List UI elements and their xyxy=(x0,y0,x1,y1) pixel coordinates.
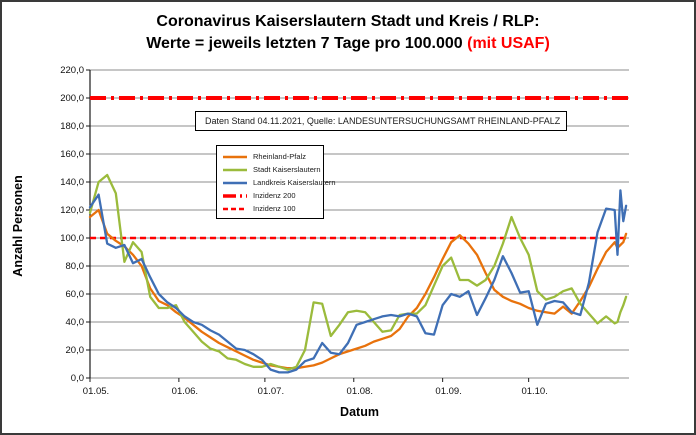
legend-item-rheinland-pfalz: Rheinland-Pfalz xyxy=(222,150,320,163)
legend-line-swatch xyxy=(223,207,247,210)
series-line-rheinland-pfalz xyxy=(88,208,628,370)
chart-title: Coronavirus Kaiserslautern Stadt und Kre… xyxy=(2,11,694,55)
legend-item-stadt-kaiserslautern: Stadt Kaiserslautern xyxy=(222,163,321,176)
chart-subtitle-text: Werte = jeweils letzten 7 Tage pro 100.0… xyxy=(146,35,468,52)
y-tick-label: 40,0 xyxy=(66,317,85,328)
x-tick-label: 01.05. xyxy=(83,386,109,397)
legend-label: Inzidenz 100 xyxy=(253,204,296,213)
series-line-stadt-kaiserslautern xyxy=(88,173,628,371)
legend-line-swatch xyxy=(223,193,247,198)
y-tick-label: 200,0 xyxy=(60,93,84,104)
legend-line-swatch xyxy=(223,168,247,171)
y-tick-label: 20,0 xyxy=(66,345,85,356)
legend-label: Rheinland-Pfalz xyxy=(253,152,306,161)
y-tick-label: 220,0 xyxy=(60,65,84,76)
y-tick-label: 100,0 xyxy=(60,233,84,244)
y-tick-label: 80,0 xyxy=(66,261,85,272)
data-source-box: Daten Stand 04.11.2021, Quelle: LANDESUN… xyxy=(195,111,567,131)
y-tick-label: 140,0 xyxy=(60,177,84,188)
x-tick-label: 01.06. xyxy=(172,386,198,397)
y-tick-label: 0,0 xyxy=(71,373,84,384)
x-tick-label: 01.07. xyxy=(258,386,284,397)
y-tick-label: 60,0 xyxy=(66,289,85,300)
chart-subtitle-highlight: (mit USAF) xyxy=(467,35,550,52)
legend-line-swatch xyxy=(223,155,247,158)
chart-title-line1: Coronavirus Kaiserslautern Stadt und Kre… xyxy=(156,13,540,30)
legend-item-landkreis-kaiserslautern: Landkreis Kaiserslautern xyxy=(222,176,336,189)
x-tick-label: 01.10. xyxy=(521,386,547,397)
legend-item-inzidenz-200: Inzidenz 200 xyxy=(222,189,320,202)
legend-label: Stadt Kaiserslautern xyxy=(253,165,321,174)
y-tick-label: 160,0 xyxy=(60,149,84,160)
x-tick-label: 01.08. xyxy=(347,386,373,397)
chart-title-line2: Werte = jeweils letzten 7 Tage pro 100.0… xyxy=(2,33,694,55)
x-tick-label: 01.09. xyxy=(435,386,461,397)
legend-item-inzidenz-100: Inzidenz 100 xyxy=(222,202,320,215)
x-axis-title: Datum xyxy=(340,405,379,419)
y-tick-label: 120,0 xyxy=(60,205,84,216)
legend: Rheinland-Pfalz Stadt Kaiserslautern Landk… xyxy=(216,145,336,219)
y-tick-label: 180,0 xyxy=(60,121,84,132)
legend-label: Inzidenz 200 xyxy=(253,191,296,200)
series-line-landkreis-kaiserslautern xyxy=(88,189,628,374)
legend-line-swatch xyxy=(223,181,247,184)
legend-label: Landkreis Kaiserslautern xyxy=(253,178,336,187)
